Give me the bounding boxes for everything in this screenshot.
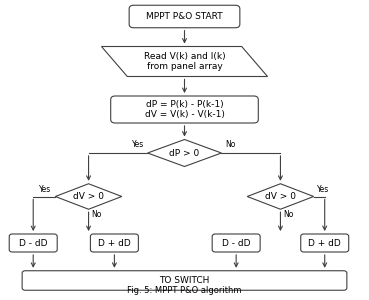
Text: Yes: Yes [132,140,144,149]
FancyBboxPatch shape [111,96,258,123]
Polygon shape [148,140,221,166]
Text: Read V(k) and I(k)
from panel array: Read V(k) and I(k) from panel array [144,52,225,71]
Text: D - dD: D - dD [222,238,251,247]
Text: Fig. 5: MPPT P&O algorithm: Fig. 5: MPPT P&O algorithm [127,286,242,295]
FancyBboxPatch shape [301,234,349,252]
Polygon shape [55,184,122,209]
FancyBboxPatch shape [9,234,57,252]
FancyBboxPatch shape [212,234,260,252]
Text: MPPT P&O START: MPPT P&O START [146,12,223,21]
Text: D + dD: D + dD [98,238,131,247]
Text: dV > 0: dV > 0 [73,192,104,201]
Text: Yes: Yes [317,184,330,194]
Text: dV > 0: dV > 0 [265,192,296,201]
FancyBboxPatch shape [22,271,347,290]
Text: D + dD: D + dD [308,238,341,247]
Text: dP > 0: dP > 0 [169,148,200,158]
FancyBboxPatch shape [129,5,240,28]
Text: No: No [283,210,294,219]
Text: D - dD: D - dD [19,238,48,247]
Text: No: No [92,210,102,219]
Polygon shape [101,46,268,76]
Text: Yes: Yes [39,184,52,194]
Text: TO SWITCH: TO SWITCH [159,276,210,285]
Polygon shape [247,184,314,209]
Text: dP = P(k) - P(k-1)
dV = V(k) - V(k-1): dP = P(k) - P(k-1) dV = V(k) - V(k-1) [145,100,224,119]
Text: No: No [225,140,235,149]
FancyBboxPatch shape [90,234,138,252]
